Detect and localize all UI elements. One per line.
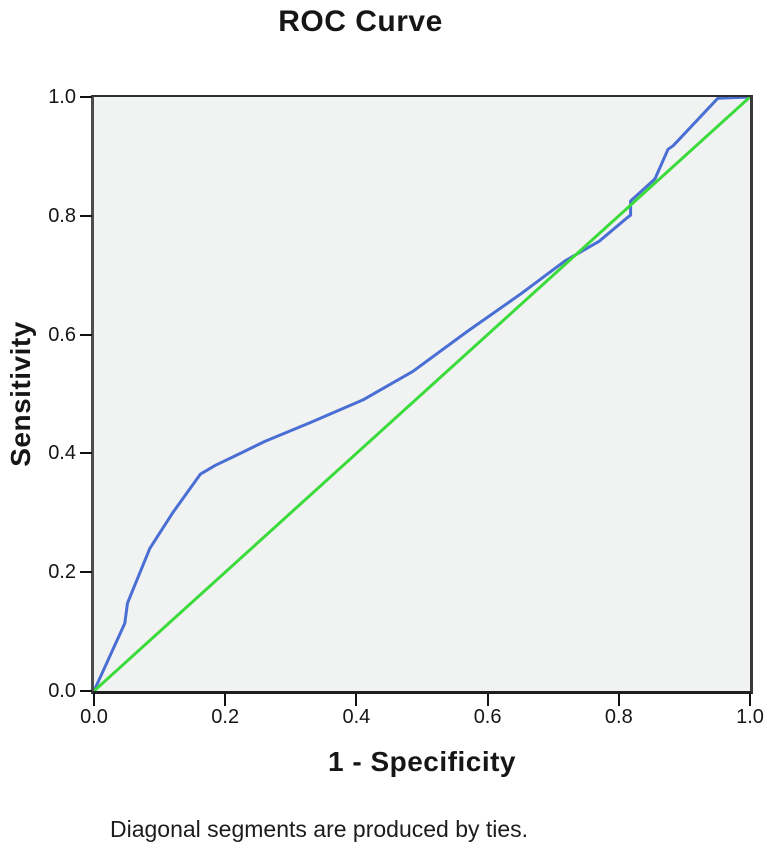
roc-chart-canvas xyxy=(94,97,750,691)
x-axis-tick-mark xyxy=(93,694,95,706)
y-axis-tick-label: 0.8 xyxy=(48,204,76,227)
x-axis-tick-mark xyxy=(749,694,751,706)
chart-caption: Diagonal segments are produced by ties. xyxy=(110,816,529,842)
y-axis-tick-mark xyxy=(80,452,92,455)
y-axis-tick-label: 0.0 xyxy=(48,680,76,702)
x-axis-tick-label: 0.6 xyxy=(473,706,502,728)
x-axis-tick-label: 0.2 xyxy=(211,706,240,728)
x-axis-tick-label: 0.8 xyxy=(604,706,633,728)
reference-diagonal-line xyxy=(94,97,750,691)
y-axis-tick-mark xyxy=(80,214,92,217)
x-axis-tick-mark xyxy=(355,694,358,706)
y-axis-tick-label: 0.4 xyxy=(48,442,76,465)
y-axis-title: Sensitivity xyxy=(5,321,36,467)
y-axis-tick-label: 0.6 xyxy=(48,323,76,346)
y-axis-tick-label: 1.0 xyxy=(48,86,76,108)
x-axis-tick-mark xyxy=(617,694,620,706)
x-axis-tick-mark xyxy=(486,694,489,706)
y-axis-tick-label: 0.2 xyxy=(48,561,76,584)
y-axis-tick-mark xyxy=(80,333,92,336)
plot-area xyxy=(91,95,753,694)
y-axis-tick-mark xyxy=(80,690,92,692)
x-axis-tick-label: 0.0 xyxy=(80,706,108,728)
y-axis-tick-mark xyxy=(80,96,92,98)
x-axis-tick-mark xyxy=(224,694,227,706)
roc-curve-line xyxy=(94,97,750,691)
x-axis-tick-label: 1.0 xyxy=(736,706,764,728)
chart-title: ROC Curve xyxy=(278,5,443,38)
x-axis-tick-label: 0.4 xyxy=(342,706,371,728)
y-axis-tick-mark xyxy=(80,571,92,574)
x-axis-title: 1 - Specificity xyxy=(327,746,516,777)
